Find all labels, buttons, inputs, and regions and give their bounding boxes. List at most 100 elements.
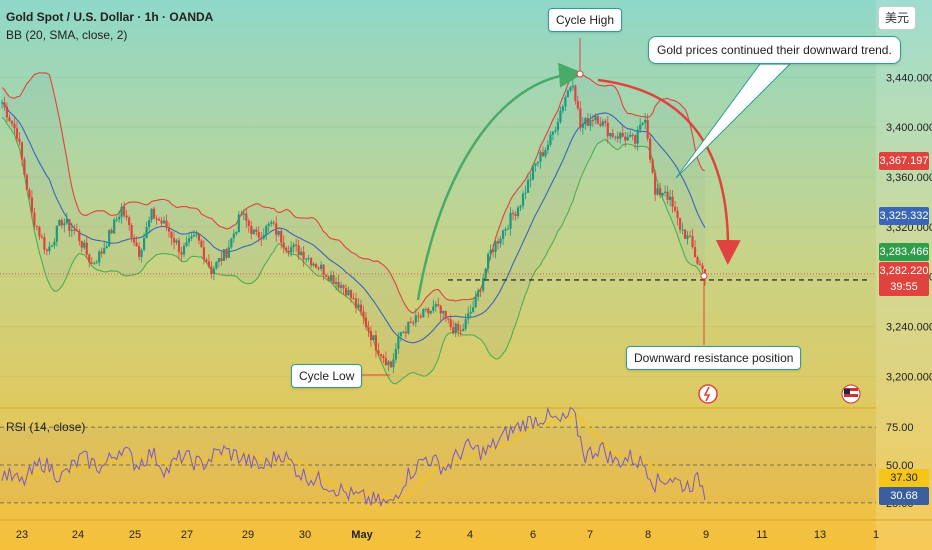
candle [601, 118, 604, 128]
candle [501, 229, 505, 246]
candle [354, 292, 358, 314]
candle [297, 239, 300, 261]
candle [55, 225, 58, 247]
candle [322, 263, 325, 281]
candle [247, 218, 250, 233]
candle [167, 222, 171, 238]
rsi-ma-tag: 37.30 [879, 469, 929, 487]
candle [489, 244, 492, 260]
candle [290, 241, 293, 257]
candle [267, 221, 270, 232]
candle [123, 201, 126, 219]
candle [45, 248, 48, 256]
candle [611, 128, 614, 139]
candle [202, 240, 206, 265]
rsi-indicator-label[interactable]: RSI (14, close) [6, 420, 86, 434]
candle [155, 215, 158, 225]
candle [180, 247, 183, 262]
candle [698, 259, 702, 266]
candle [10, 119, 14, 127]
candle [427, 306, 430, 318]
time-tick-label: 11 [756, 529, 767, 541]
candle [574, 84, 577, 105]
candle [242, 209, 245, 221]
candle [442, 310, 445, 320]
candle [135, 236, 138, 247]
time-tick-label: May [351, 529, 373, 541]
candle [83, 239, 86, 250]
candle [639, 118, 642, 133]
candle [252, 229, 255, 235]
lightning-event-icon[interactable] [698, 384, 718, 404]
candle [138, 242, 141, 260]
candle [43, 233, 46, 255]
candle [190, 232, 193, 242]
candle [157, 216, 161, 221]
candle [531, 164, 535, 181]
candle [105, 243, 108, 249]
candle [449, 314, 452, 331]
candle [272, 220, 275, 226]
candle [162, 216, 166, 224]
candle [369, 326, 373, 348]
candle [529, 173, 532, 188]
candle [217, 258, 220, 268]
candle [165, 214, 168, 231]
time-tick-label: 23 [16, 529, 28, 541]
candle [133, 234, 136, 247]
candle [644, 113, 647, 130]
candle [554, 126, 557, 134]
symbol-title[interactable]: Gold Spot / U.S. Dollar · 1h · OANDA [6, 10, 214, 24]
candle [693, 240, 697, 258]
candle [549, 131, 552, 147]
candle [63, 218, 66, 233]
candle [681, 222, 684, 235]
candle [417, 311, 420, 323]
candle [18, 132, 21, 146]
candle [414, 308, 417, 327]
candle [277, 230, 280, 238]
candle [534, 163, 537, 172]
cycle-high-label: Cycle High [548, 8, 623, 32]
candle [53, 238, 56, 249]
candle [113, 217, 116, 234]
candle [654, 169, 657, 202]
price-tick-label: 3,440.000 [886, 72, 932, 84]
candle [464, 313, 467, 331]
candle [604, 118, 607, 127]
candle [429, 310, 432, 315]
currency-selector[interactable]: 美元 [878, 6, 916, 30]
candle [384, 351, 388, 366]
candle [222, 249, 225, 262]
candle [479, 287, 482, 297]
candle [619, 131, 622, 144]
candle [292, 242, 295, 254]
price-tick-label: 3,360.000 [886, 172, 932, 184]
candle [65, 212, 68, 225]
candle [0, 99, 4, 109]
candle [566, 89, 569, 98]
lightning-icon [703, 386, 711, 402]
rsi-band [0, 427, 876, 503]
time-axis[interactable]: 23 24 25 27 29 30 May 2 4 6 7 8 9 11 13 1 [16, 529, 879, 541]
candle [499, 235, 502, 248]
candle [192, 230, 196, 238]
candle [526, 173, 530, 194]
candle [100, 247, 103, 258]
candle [696, 255, 699, 265]
candle [237, 210, 240, 233]
bb-indicator-label[interactable]: BB (20, SMA, close, 2) [6, 28, 128, 42]
candle [332, 271, 335, 285]
candle [634, 134, 637, 150]
candle [561, 104, 565, 114]
candle [641, 122, 644, 126]
candle [220, 251, 223, 266]
candle [454, 322, 457, 338]
candle [624, 131, 627, 147]
candle [504, 226, 507, 236]
bb-lower-tag: 3,283.466 [879, 243, 929, 261]
candle [579, 101, 582, 132]
candle [73, 224, 76, 235]
candle [581, 117, 584, 135]
